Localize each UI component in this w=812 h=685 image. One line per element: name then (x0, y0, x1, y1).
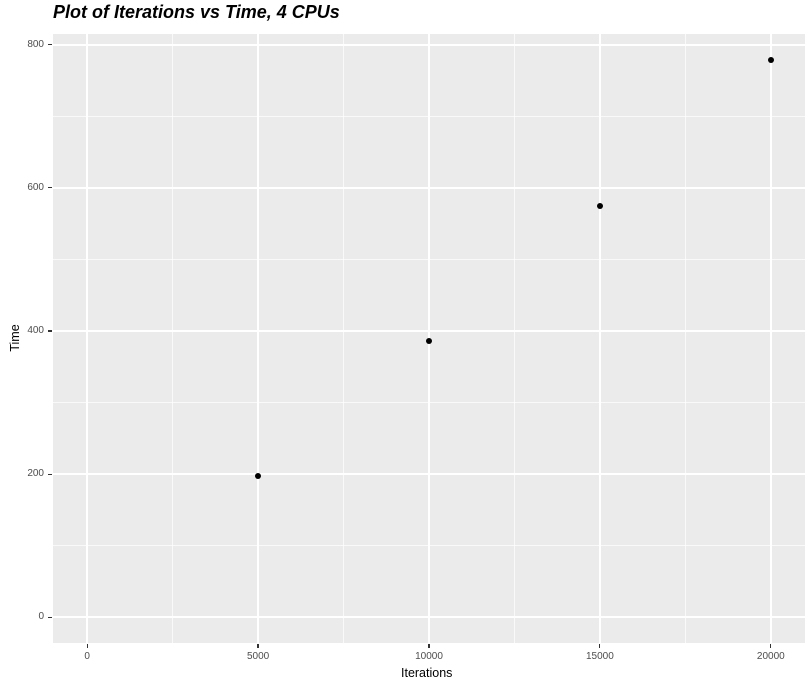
gridline-minor-vertical (684, 34, 686, 643)
x-axis-tick-label: 10000 (415, 651, 443, 662)
gridline-major-horizontal (53, 616, 805, 619)
x-axis-tick-label: 15000 (586, 651, 614, 662)
x-axis-tick-mark (599, 644, 601, 648)
y-axis-tick-mark (48, 44, 52, 46)
x-axis-tick-label: 5000 (246, 651, 270, 662)
data-point (255, 472, 262, 479)
y-axis-tick-mark (48, 473, 52, 475)
y-axis-tick-label: 600 (27, 181, 44, 193)
x-axis-tick-mark (428, 644, 430, 648)
x-axis-tick-mark (86, 644, 88, 648)
gridline-major-vertical (257, 34, 260, 643)
y-axis-tick-label: 200 (27, 468, 44, 480)
gridline-minor-vertical (172, 34, 174, 643)
y-axis-tick-label: 800 (27, 38, 44, 50)
x-axis-title: Iterations (401, 666, 453, 680)
data-point (596, 202, 603, 209)
y-axis-tick-mark (48, 187, 52, 189)
data-point (767, 57, 774, 64)
y-axis-tick-label: 400 (27, 324, 44, 336)
gridline-major-horizontal (53, 186, 805, 189)
x-axis-tick-label: 20000 (756, 651, 785, 662)
gridline-major-vertical (86, 34, 89, 643)
y-axis-tick-mark (48, 616, 52, 618)
data-point (426, 338, 432, 344)
y-axis-tick-mark (48, 330, 52, 332)
gridline-minor-vertical (343, 34, 345, 643)
gridline-major-horizontal (53, 43, 805, 46)
x-axis-tick-label: 0 (84, 651, 90, 662)
gridline-minor-vertical (513, 34, 515, 643)
gridline-major-horizontal (53, 473, 805, 476)
x-axis-tick-mark (770, 644, 772, 648)
gridline-major-vertical (769, 34, 772, 643)
gridline-major-vertical (598, 34, 601, 643)
gridline-major-horizontal (53, 329, 805, 332)
chart-title: Plot of Iterations vs Time, 4 CPUs (53, 2, 340, 22)
x-axis-tick-mark (257, 644, 259, 648)
y-axis-tick-label: 0 (38, 611, 44, 623)
